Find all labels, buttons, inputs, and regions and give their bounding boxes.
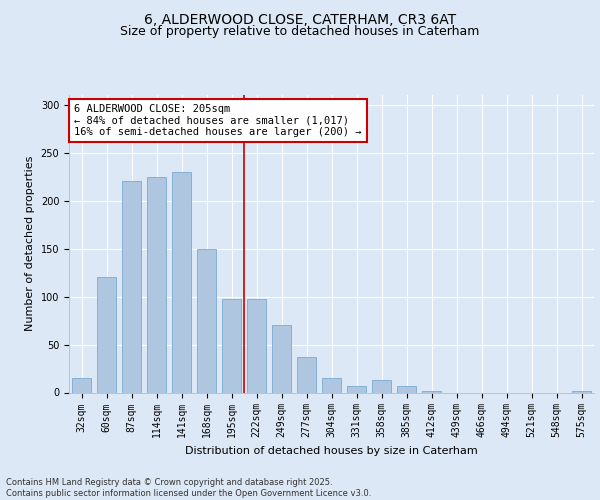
Y-axis label: Number of detached properties: Number of detached properties — [25, 156, 35, 332]
Bar — [197, 248, 216, 392]
Bar — [422, 390, 441, 392]
X-axis label: Distribution of detached houses by size in Caterham: Distribution of detached houses by size … — [185, 446, 478, 456]
Bar — [172, 172, 191, 392]
Bar — [247, 300, 266, 392]
Bar — [147, 176, 166, 392]
Bar — [97, 278, 116, 392]
Text: 6 ALDERWOOD CLOSE: 205sqm
← 84% of detached houses are smaller (1,017)
16% of se: 6 ALDERWOOD CLOSE: 205sqm ← 84% of detac… — [74, 104, 362, 137]
Bar — [572, 390, 591, 392]
Bar — [322, 378, 341, 392]
Text: Contains HM Land Registry data © Crown copyright and database right 2025.
Contai: Contains HM Land Registry data © Crown c… — [6, 478, 371, 498]
Bar — [372, 380, 391, 392]
Bar — [72, 378, 91, 392]
Bar — [272, 326, 291, 392]
Text: 6, ALDERWOOD CLOSE, CATERHAM, CR3 6AT: 6, ALDERWOOD CLOSE, CATERHAM, CR3 6AT — [144, 12, 456, 26]
Text: Size of property relative to detached houses in Caterham: Size of property relative to detached ho… — [121, 24, 479, 38]
Bar — [222, 300, 241, 392]
Bar — [397, 386, 416, 392]
Bar — [347, 386, 366, 392]
Bar — [122, 182, 141, 392]
Bar — [297, 357, 316, 392]
